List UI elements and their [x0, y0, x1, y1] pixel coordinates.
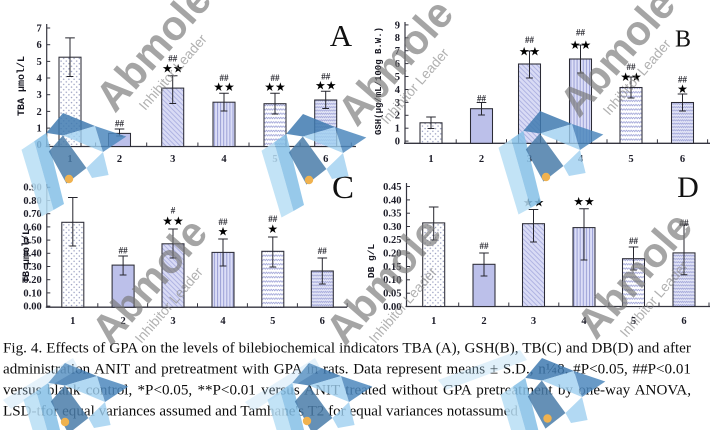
- svg-text:administration ANIT and pretre: administration ANIT and pretreatment wit…: [3, 362, 691, 378]
- svg-text:#: #: [171, 206, 176, 216]
- svg-text:##: ##: [576, 28, 586, 38]
- svg-text:★: ★: [267, 222, 278, 236]
- svg-text:★★: ★★: [573, 195, 595, 209]
- svg-text:5: 5: [270, 316, 275, 327]
- svg-text:0.50: 0.50: [23, 236, 41, 247]
- svg-text:##: ##: [321, 71, 331, 81]
- svg-text:5: 5: [628, 154, 633, 165]
- svg-text:★: ★: [677, 82, 688, 96]
- svg-text:★★: ★★: [264, 80, 286, 94]
- svg-text:1: 1: [395, 124, 400, 135]
- svg-text:★★: ★★: [213, 80, 235, 94]
- svg-text:5: 5: [36, 57, 41, 68]
- svg-text:★: ★: [218, 225, 229, 239]
- svg-text:0.30: 0.30: [383, 222, 401, 233]
- svg-text:3: 3: [170, 316, 175, 327]
- svg-text:★★: ★★: [570, 38, 592, 52]
- svg-text:0.45: 0.45: [383, 182, 401, 193]
- svg-text:0.30: 0.30: [23, 262, 41, 273]
- svg-text:4: 4: [36, 73, 42, 84]
- svg-text:6: 6: [681, 316, 686, 327]
- svg-text:##: ##: [480, 241, 490, 251]
- svg-text:##: ##: [220, 73, 230, 83]
- svg-text:2: 2: [481, 316, 486, 327]
- svg-text:B: B: [675, 27, 691, 53]
- svg-text:6: 6: [36, 40, 41, 51]
- svg-text:##: ##: [477, 94, 487, 104]
- svg-text:TB μmol/L: TB μmol/L: [21, 229, 33, 283]
- svg-text:0.00: 0.00: [23, 302, 41, 313]
- svg-text:0.60: 0.60: [23, 222, 41, 233]
- svg-text:##: ##: [318, 246, 328, 256]
- svg-text:3: 3: [531, 316, 536, 327]
- svg-text:★★: ★★: [519, 45, 541, 59]
- svg-text:1: 1: [70, 316, 75, 327]
- svg-text:3: 3: [36, 90, 41, 101]
- svg-text:2: 2: [117, 154, 122, 165]
- svg-text:##: ##: [119, 246, 129, 256]
- svg-text:7: 7: [36, 23, 41, 34]
- svg-text:0.40: 0.40: [383, 195, 401, 206]
- svg-text:C: C: [332, 170, 354, 206]
- svg-text:4: 4: [220, 316, 226, 327]
- svg-text:##: ##: [268, 214, 278, 224]
- svg-text:2: 2: [479, 154, 484, 165]
- svg-text:##: ##: [219, 217, 229, 227]
- svg-text:4: 4: [221, 154, 227, 165]
- svg-text:6: 6: [680, 154, 685, 165]
- svg-text:★★: ★★: [315, 79, 337, 93]
- svg-text:2: 2: [36, 107, 41, 118]
- svg-text:6: 6: [323, 154, 328, 165]
- svg-text:0.90: 0.90: [23, 183, 41, 194]
- svg-text:3: 3: [170, 154, 175, 165]
- svg-text:0.35: 0.35: [383, 209, 401, 220]
- svg-text:##: ##: [115, 119, 125, 129]
- svg-text:D: D: [677, 171, 699, 204]
- svg-text:##: ##: [678, 75, 688, 85]
- svg-text:0.10: 0.10: [23, 288, 41, 299]
- svg-text:A: A: [330, 18, 353, 53]
- svg-text:LSD-tfor equal variances assum: LSD-tfor equal variances assumed and Tam…: [3, 404, 518, 420]
- svg-text:##: ##: [525, 35, 535, 45]
- svg-text:0: 0: [395, 137, 400, 148]
- svg-text:0.40: 0.40: [23, 249, 41, 260]
- svg-text:##: ##: [271, 73, 281, 83]
- svg-text:1: 1: [428, 154, 433, 165]
- svg-text:0.70: 0.70: [23, 209, 41, 220]
- svg-text:1: 1: [36, 124, 41, 135]
- svg-text:0.80: 0.80: [23, 196, 41, 207]
- svg-text:1: 1: [431, 316, 436, 327]
- svg-text:0.20: 0.20: [23, 275, 41, 286]
- svg-text:TBA μmol/L: TBA μmol/L: [16, 56, 28, 116]
